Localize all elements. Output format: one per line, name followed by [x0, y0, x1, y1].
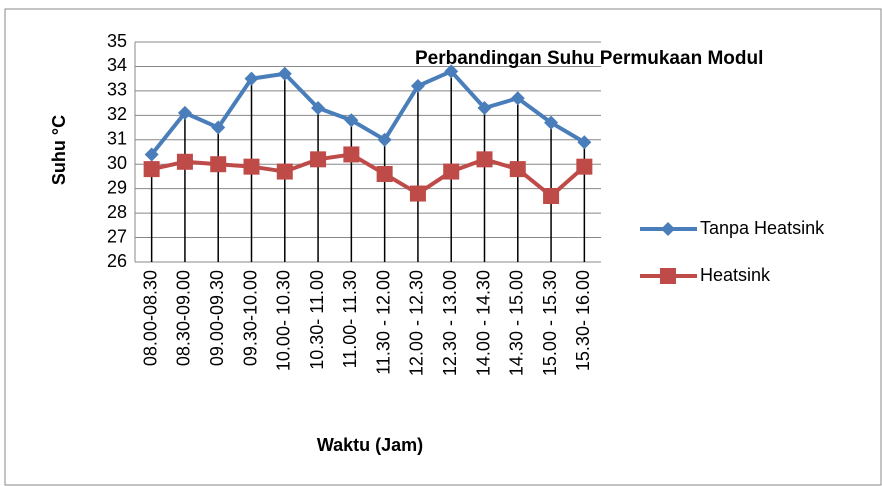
point — [544, 115, 559, 130]
point — [510, 91, 525, 106]
point — [476, 151, 493, 168]
x-tick-label: 11.00- 11.30 — [340, 270, 360, 368]
point — [310, 151, 327, 168]
point — [577, 135, 592, 150]
y-tick-label: 26 — [107, 251, 127, 271]
point — [409, 185, 426, 202]
y-axis-label: Suhu °C — [49, 115, 69, 185]
y-tick-label: 30 — [107, 153, 127, 173]
point — [509, 161, 526, 178]
point — [211, 120, 226, 135]
legend-label: Heatsink — [700, 265, 771, 285]
y-tick-label: 27 — [107, 226, 127, 246]
x-axis-label: Waktu (Jam) — [317, 435, 423, 455]
point — [177, 105, 192, 120]
y-tick-label: 34 — [107, 55, 127, 75]
point — [210, 156, 227, 173]
point — [243, 158, 260, 175]
point — [344, 113, 359, 128]
y-tick-label: 35 — [107, 31, 127, 51]
y-tick-label: 31 — [107, 129, 127, 149]
chart-border — [4, 8, 882, 486]
y-tick-label: 29 — [107, 177, 127, 197]
point — [144, 147, 159, 162]
x-tick-label: 11.30 - 12.00 — [373, 270, 393, 375]
x-tick-label: 15.30- 16.00 — [573, 270, 593, 371]
x-tick-label: 10.00- 10.30 — [274, 270, 294, 371]
y-tick-label: 32 — [107, 104, 127, 124]
point — [311, 101, 326, 115]
point — [277, 66, 292, 81]
point — [444, 64, 459, 79]
x-tick-label: 09.30-10.00 — [240, 270, 260, 366]
x-tick-label: 08.00-08.30 — [140, 270, 160, 366]
x-tick-label: 12.30 - 13.00 — [440, 270, 460, 376]
point — [176, 153, 193, 170]
point — [377, 132, 392, 147]
point — [477, 101, 492, 115]
point — [244, 71, 259, 86]
series-line — [150, 69, 586, 156]
point — [543, 188, 560, 204]
point — [376, 166, 393, 182]
legend-marker — [660, 268, 676, 284]
point — [443, 163, 460, 180]
point — [143, 161, 160, 178]
chart-title: Perbandingan Suhu Permukaan Modul — [415, 48, 763, 69]
y-tick-label: 33 — [107, 80, 127, 100]
x-tick-label: 14.30 - 15.00 — [507, 270, 527, 376]
x-tick-label: 14.00 - 14.30 — [473, 270, 493, 376]
legend-marker — [661, 222, 675, 236]
point — [410, 79, 425, 93]
x-tick-label: 08.30-09.00 — [174, 270, 194, 366]
x-tick-label: 10.30- 11.00 — [307, 270, 327, 370]
point — [276, 163, 293, 180]
x-tick-label: 09.00-09.30 — [207, 270, 227, 366]
y-tick-label: 28 — [107, 202, 127, 222]
x-tick-label: 12.00 - 12.30 — [407, 270, 427, 376]
legend-label: Tanpa Heatsink — [700, 218, 825, 238]
point — [576, 158, 593, 175]
point — [343, 146, 360, 163]
x-tick-label: 15.00 - 15.30 — [540, 270, 560, 376]
